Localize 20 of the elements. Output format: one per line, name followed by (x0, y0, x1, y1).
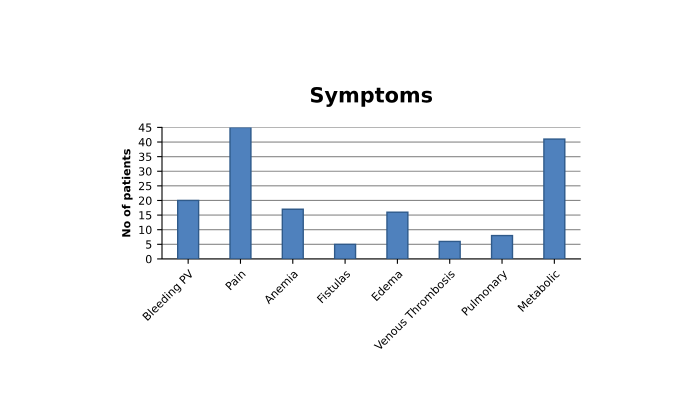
y-tick-label: 5 (146, 240, 152, 249)
y-tick-label: 40 (138, 138, 152, 146)
bar (177, 200, 200, 259)
y-tick-label: 25 (138, 182, 152, 190)
chart-title: Symptoms (310, 86, 432, 107)
y-tick-label: 0 (146, 254, 152, 264)
bar (229, 127, 252, 259)
y-tick-label: 10 (139, 226, 152, 234)
bar (490, 234, 514, 259)
y-tick-label: 20 (138, 196, 152, 205)
y-tick-label: 45 (138, 124, 152, 132)
bar (334, 244, 356, 259)
bar (543, 138, 566, 259)
bar (282, 208, 304, 259)
y-tick-label: 30 (138, 167, 152, 176)
y-tick-label: 15 (139, 211, 152, 220)
y-tick-label: 35 (138, 152, 152, 162)
y-axis-title: No of patients (122, 149, 133, 237)
bar (438, 240, 461, 259)
bar (386, 211, 409, 259)
